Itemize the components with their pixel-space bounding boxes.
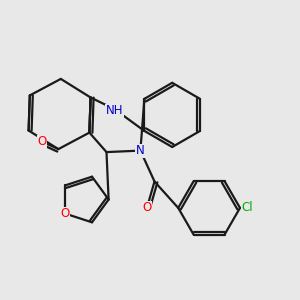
Text: O: O bbox=[142, 201, 152, 214]
Text: O: O bbox=[61, 207, 70, 220]
Text: NH: NH bbox=[106, 104, 123, 117]
Text: Cl: Cl bbox=[242, 201, 253, 214]
Text: N: N bbox=[136, 144, 145, 157]
Text: O: O bbox=[37, 135, 46, 148]
